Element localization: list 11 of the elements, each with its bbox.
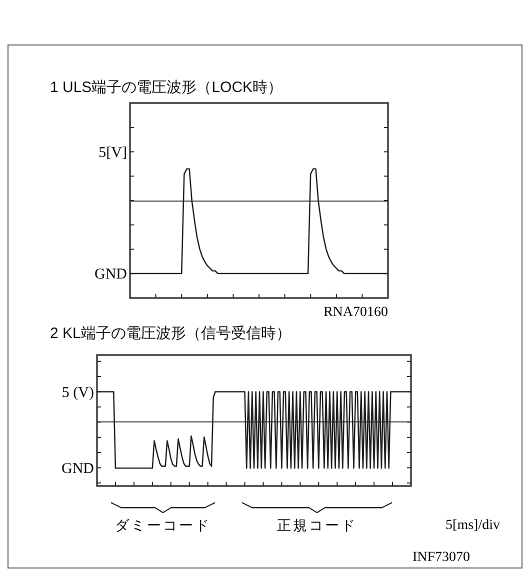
chart-title: 2 KL端子の電圧波形（信号受信時） — [50, 325, 291, 342]
text: 5[V] — [98, 144, 127, 161]
chart-title: 1 ULS端子の電圧波形（LOCK時） — [50, 79, 283, 96]
text: INF73070 — [412, 550, 470, 565]
text: 5[ms]/div — [446, 518, 500, 533]
text: GND — [62, 460, 94, 477]
text: GND — [94, 266, 128, 283]
text: 5 (V) — [62, 384, 94, 401]
text: 正規コード — [277, 517, 357, 533]
text: ダミーコード — [115, 517, 211, 533]
text: RNA70160 — [323, 305, 388, 320]
